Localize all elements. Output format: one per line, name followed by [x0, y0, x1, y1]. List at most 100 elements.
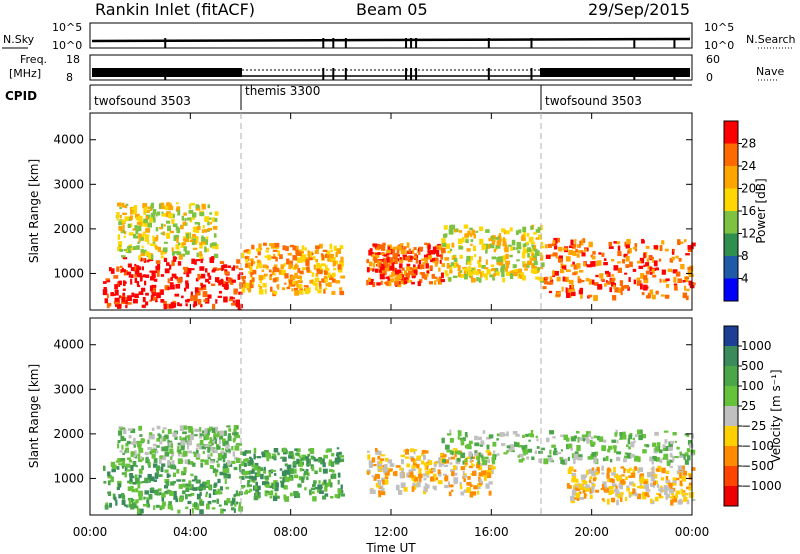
echo-cell	[548, 290, 553, 294]
echo-cell	[318, 269, 323, 275]
echo-cell	[328, 468, 333, 472]
echo-cell	[272, 268, 277, 273]
echo-cell	[579, 437, 584, 441]
echo-cell	[482, 470, 487, 476]
echo-cell	[142, 258, 146, 262]
echo-cell	[669, 459, 674, 463]
echo-cell	[134, 263, 137, 267]
echo-cell	[485, 248, 488, 254]
echo-cell	[120, 219, 126, 224]
echo-cell	[641, 433, 646, 439]
echo-cell	[132, 298, 138, 304]
echo-cell	[192, 462, 196, 467]
echo-cell	[187, 217, 192, 221]
echo-cell	[207, 227, 212, 231]
echo-cell	[638, 429, 643, 435]
echo-cell	[300, 253, 304, 259]
echo-cell	[201, 203, 206, 207]
echo-cell	[118, 221, 123, 226]
echo-cell	[416, 455, 421, 461]
echo-cell	[314, 249, 319, 255]
echo-cell	[124, 471, 127, 478]
echo-cell	[217, 478, 221, 484]
echo-cell	[183, 287, 187, 292]
echo-cell	[478, 263, 482, 268]
echo-cell	[491, 464, 494, 468]
echo-cell	[600, 278, 605, 281]
echo-cell	[245, 249, 250, 252]
echo-cell	[567, 443, 573, 449]
echo-cell	[376, 268, 381, 272]
echo-cell	[528, 433, 532, 437]
echo-cell	[130, 274, 134, 278]
echo-cell	[388, 257, 394, 263]
echo-cell	[160, 202, 165, 208]
echo-cell	[119, 248, 124, 252]
echo-cell	[383, 260, 387, 265]
echo-cell	[580, 239, 584, 246]
echo-cell	[479, 271, 483, 278]
echo-cell	[284, 273, 289, 279]
echo-cell	[269, 243, 273, 247]
echo-cell	[152, 235, 155, 242]
echo-cell	[592, 260, 596, 267]
echo-cell	[466, 255, 471, 262]
echo-cell	[288, 451, 293, 457]
echo-cell	[167, 227, 171, 232]
echo-cell	[297, 267, 301, 273]
echo-cell	[558, 246, 563, 252]
echo-cell	[168, 501, 172, 505]
echo-cell	[505, 253, 509, 260]
echo-cell	[118, 494, 122, 499]
echo-cell	[379, 252, 383, 255]
echo-cell	[681, 493, 685, 496]
echo-cell	[214, 449, 218, 454]
echo-cell	[145, 228, 151, 233]
echo-cell	[468, 440, 473, 445]
echo-cell	[255, 265, 259, 269]
echo-cell	[685, 295, 689, 301]
echo-cell	[405, 449, 410, 455]
echo-cell	[242, 471, 248, 476]
echo-cell	[107, 475, 113, 479]
echo-cell	[107, 480, 111, 486]
echo-cell	[324, 269, 328, 275]
echo-cell	[556, 292, 561, 295]
echo-cell	[383, 254, 388, 257]
echo-cell	[424, 483, 428, 489]
echo-cell	[580, 294, 583, 299]
echo-cell	[201, 445, 207, 450]
echo-cell	[599, 273, 604, 279]
echo-cell	[243, 249, 248, 253]
echo-cell	[160, 466, 164, 473]
echo-cell	[476, 490, 480, 495]
echo-cell	[187, 500, 192, 505]
echo-cell	[566, 482, 570, 489]
echo-cell	[478, 277, 482, 283]
echo-cell	[425, 273, 429, 277]
echo-cell	[104, 504, 109, 510]
echo-cell	[379, 273, 385, 280]
echo-cell	[489, 274, 494, 278]
echo-cell	[206, 248, 210, 253]
echo-cell	[609, 287, 613, 293]
y-tick-label: 4000	[53, 338, 84, 352]
echo-cell	[164, 285, 170, 291]
echo-cell	[691, 467, 696, 471]
echo-cell	[311, 252, 314, 255]
echo-cell	[479, 479, 483, 484]
echo-cell	[167, 503, 172, 510]
echo-cell	[430, 471, 434, 474]
echo-cell	[569, 466, 574, 471]
echo-cell	[159, 492, 162, 496]
echo-cell	[543, 459, 549, 463]
colorbar-swatch	[724, 143, 738, 166]
echo-cell	[153, 217, 156, 223]
echo-cell	[121, 472, 125, 475]
echo-cell	[194, 299, 199, 302]
echo-cell	[217, 431, 220, 437]
echo-cell	[206, 479, 211, 485]
echo-cell	[318, 280, 321, 287]
echo-cell	[462, 470, 465, 477]
echo-cell	[177, 509, 181, 514]
